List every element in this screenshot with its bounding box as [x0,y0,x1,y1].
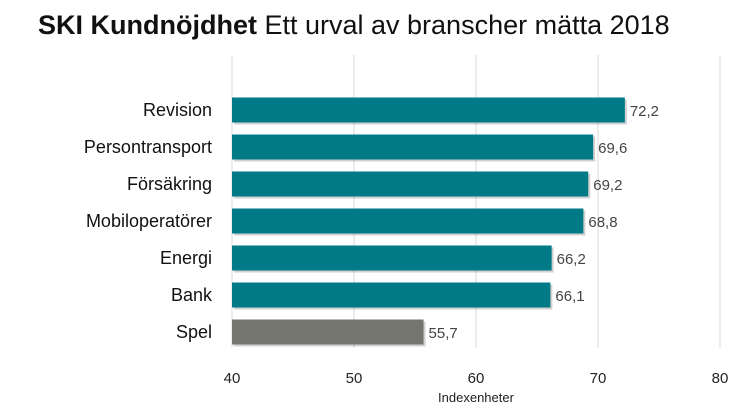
value-label: 66,2 [557,251,586,268]
value-label: 69,6 [598,140,627,157]
x-tick-label: 50 [346,370,363,387]
value-labels: 72,2 69,6 69,2 68,8 66,2 66,1 55,7 [429,103,660,342]
value-label: 69,2 [593,177,622,194]
bars [232,97,627,347]
bar-bank [232,282,551,308]
chart-title: SKI Kundnöjdhet Ett urval av branscher m… [38,10,670,41]
category-label: Mobiloperatörer [86,211,212,231]
category-label: Spel [176,322,212,342]
x-tick-labels: 40 50 60 70 80 [224,370,729,387]
category-label: Energi [160,248,212,268]
category-label: Bank [171,285,213,305]
value-label: 72,2 [630,103,659,120]
x-tick-label: 80 [712,370,729,387]
category-label: Persontransport [84,137,212,157]
chart-title-main: SKI Kundnöjdhet [38,10,257,40]
x-tick-label: 60 [468,370,485,387]
bar-persontransport [232,134,594,160]
bar-spel [232,319,424,345]
x-axis-label: Indexenheter [438,390,515,405]
category-labels: Revision Persontransport Försäkring Mobilop… [84,100,213,342]
bar-mobiloperatörer [232,208,584,234]
x-tick-label: 70 [590,370,607,387]
value-label: 66,1 [555,288,584,305]
category-label: Försäkring [127,174,212,194]
bar-revision [232,97,625,123]
chart-subtitle: Ett urval av branscher mätta 2018 [264,10,670,40]
x-tick-label: 40 [224,370,241,387]
value-label: 68,8 [588,214,617,231]
category-label: Revision [143,100,212,120]
bar-energi [232,245,552,271]
bar-försäkring [232,171,589,197]
value-label: 55,7 [429,325,458,342]
